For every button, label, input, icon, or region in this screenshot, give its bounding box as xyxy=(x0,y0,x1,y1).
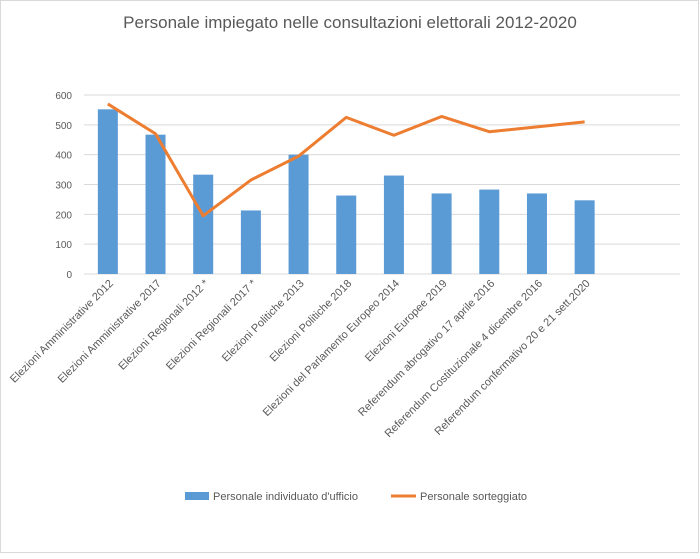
bar xyxy=(241,210,261,274)
y-tick-label: 500 xyxy=(55,121,72,132)
y-tick-label: 600 xyxy=(55,91,72,102)
chart-title: Personale impiegato nelle consultazioni … xyxy=(123,13,577,32)
y-tick-label: 0 xyxy=(66,270,72,281)
bar xyxy=(289,155,309,274)
y-tick-label: 100 xyxy=(55,240,72,251)
bar xyxy=(432,193,452,274)
bar xyxy=(575,200,595,274)
legend-label-line: Personale sorteggiato xyxy=(420,491,527,503)
bar xyxy=(479,190,499,274)
y-tick-label: 300 xyxy=(55,181,72,192)
bar xyxy=(193,175,213,274)
bar xyxy=(98,109,118,274)
bar xyxy=(384,176,404,274)
y-tick-label: 400 xyxy=(55,151,72,162)
legend: Personale individuato d'ufficio Personal… xyxy=(185,491,527,503)
bar xyxy=(527,193,547,274)
y-tick-label: 200 xyxy=(55,210,72,221)
legend-swatch-bar xyxy=(185,492,209,500)
legend-label-bar: Personale individuato d'ufficio xyxy=(213,491,358,503)
bar xyxy=(336,196,356,274)
bar xyxy=(146,135,166,274)
